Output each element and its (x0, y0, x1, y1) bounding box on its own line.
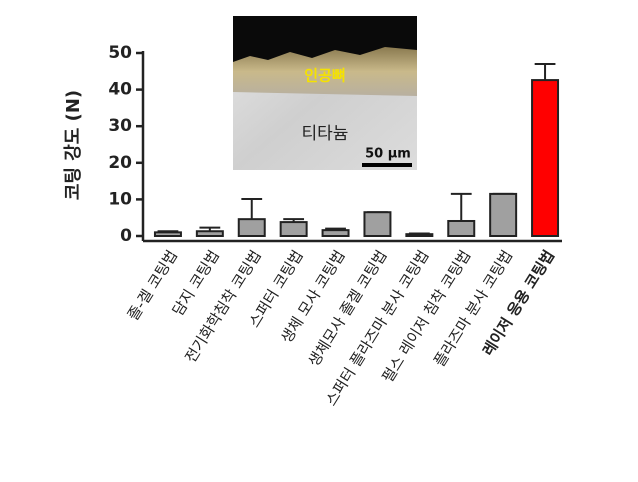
x-tick-label: 전기화학침착 코팅법 (181, 247, 265, 366)
y-tick-label: 20 (108, 153, 132, 173)
bar (237, 218, 266, 238)
inset-label: 인공뼈 (304, 67, 345, 85)
y-tick-label: 50 (108, 43, 132, 63)
bar (321, 229, 350, 237)
bar (363, 211, 392, 238)
bar (489, 192, 518, 238)
y-tick-label: 10 (108, 189, 132, 209)
y-tick-label: 0 (120, 226, 132, 246)
bar (153, 231, 182, 237)
inset-label: 티타늄 (302, 124, 349, 144)
bar (195, 230, 224, 238)
y-axis-label: 코팅 강도 (N) (63, 90, 84, 200)
bar (405, 233, 434, 237)
bar (279, 221, 308, 237)
bar (447, 219, 476, 238)
inset-image: 인공뼈 티타늄 50 μm (233, 16, 417, 170)
y-tick-label: 30 (108, 116, 132, 136)
y-tick-label: 40 (108, 80, 132, 100)
bar (531, 79, 560, 237)
scale-label: 50 μm (365, 147, 411, 162)
